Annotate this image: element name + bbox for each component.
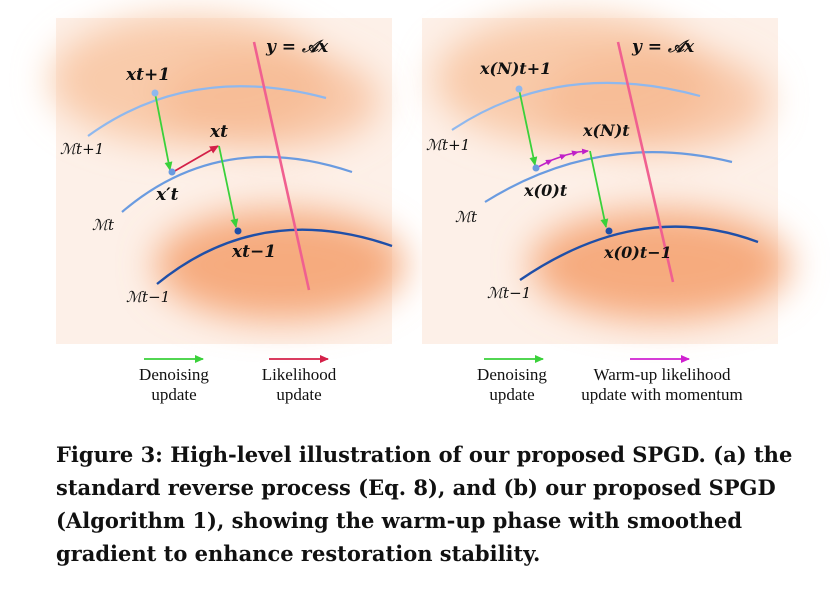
point-label-x-t-N: x(N)t (582, 121, 630, 140)
point-x-t-0 (532, 164, 540, 172)
constraint-line-b (616, 41, 675, 283)
manifold-label-t-b: ℳt (455, 208, 478, 226)
spgd-illustration-figure: y = 𝒜x ℳt+1 ℳt ℳt−1 xt+1 xt x′t xt−1 (50, 15, 790, 404)
caption-line-1: Figure 3: High-level illustration of our… (56, 442, 793, 467)
manifold-t-b (484, 151, 733, 203)
point-label-x-t-prime: x′t (155, 185, 179, 205)
point-label-x-t: xt (209, 122, 228, 142)
warmup-momentum-arrows (537, 148, 589, 168)
point-x-t-minus-1-0 (605, 227, 613, 235)
legend-denoising-line1-b: Denoising (477, 365, 547, 384)
manifold-t-minus-1-b (519, 225, 759, 281)
manifold-t-plus-1-b (451, 81, 701, 131)
denoising-arrow-1-b (518, 88, 538, 166)
point-label-x-t-plus-1-N: x(N)t+1 (479, 59, 551, 78)
point-x-t-minus-1 (234, 227, 242, 235)
legend-denoising-line1-a: Denoising (139, 365, 209, 384)
constraint-label-a: y = 𝒜x (265, 37, 329, 57)
manifold-label-t-a: ℳt (92, 216, 115, 234)
legend-likelihood-line1: Likelihood (262, 365, 337, 384)
legend-denoising-line2-b: update (489, 385, 534, 404)
point-label-x-t-minus-1: xt−1 (231, 242, 276, 262)
caption-line-3: (Algorithm 1), showing the warm-up phase… (56, 508, 743, 533)
constraint-label-b: y = 𝒜x (631, 37, 695, 57)
point-x-t-plus-1-N (515, 85, 523, 93)
legend-denoising-line2-a: update (151, 385, 196, 404)
point-label-x-t-0: x(0)t (523, 181, 568, 200)
caption-line-2: standard reverse process (Eq. 8), and (b… (56, 475, 776, 500)
legend-panel-a: Denoising update Likelihood update (139, 355, 337, 404)
manifold-t (121, 155, 353, 213)
point-x-t-plus-1 (151, 89, 159, 97)
panel-b: y = 𝒜x ℳt+1 ℳt ℳt−1 x(N)t+1 x(N)t x(0)t … (422, 15, 790, 344)
legend-likelihood-line2: update (276, 385, 321, 404)
legend-warmup-line2: update with momentum (581, 385, 742, 404)
manifold-t-plus-1 (87, 85, 327, 137)
panel-a: y = 𝒜x ℳt+1 ℳt ℳt−1 xt+1 xt x′t xt−1 (50, 15, 405, 344)
manifold-label-t-minus-1-a: ℳt−1 (126, 288, 170, 306)
figure-caption: Figure 3: High-level illustration of our… (56, 438, 793, 570)
likelihood-arrow (172, 145, 219, 173)
point-x-t-prime (168, 168, 176, 176)
constraint-line (252, 41, 311, 291)
caption-line-4: gradient to enhance restoration stabilit… (56, 541, 541, 566)
manifold-t-minus-1 (156, 228, 393, 285)
legend-warmup-line1: Warm-up likelihood (594, 365, 731, 384)
denoising-arrow-2 (218, 145, 239, 228)
manifold-label-t-plus-1-a: ℳt+1 (60, 140, 104, 158)
manifold-label-t-plus-1-b: ℳt+1 (426, 136, 470, 154)
denoising-arrow-1 (154, 92, 173, 171)
legend-panel-b: Denoising update Warm-up likelihood upda… (477, 355, 743, 404)
manifold-label-t-minus-1-b: ℳt−1 (487, 284, 531, 302)
point-label-x-t-plus-1: xt+1 (125, 65, 170, 85)
point-label-x-t-minus-1-0: x(0)t−1 (603, 243, 672, 262)
panel-a-glow (50, 15, 405, 320)
denoising-arrow-2-b (589, 150, 609, 228)
panel-b-glow (435, 15, 790, 320)
